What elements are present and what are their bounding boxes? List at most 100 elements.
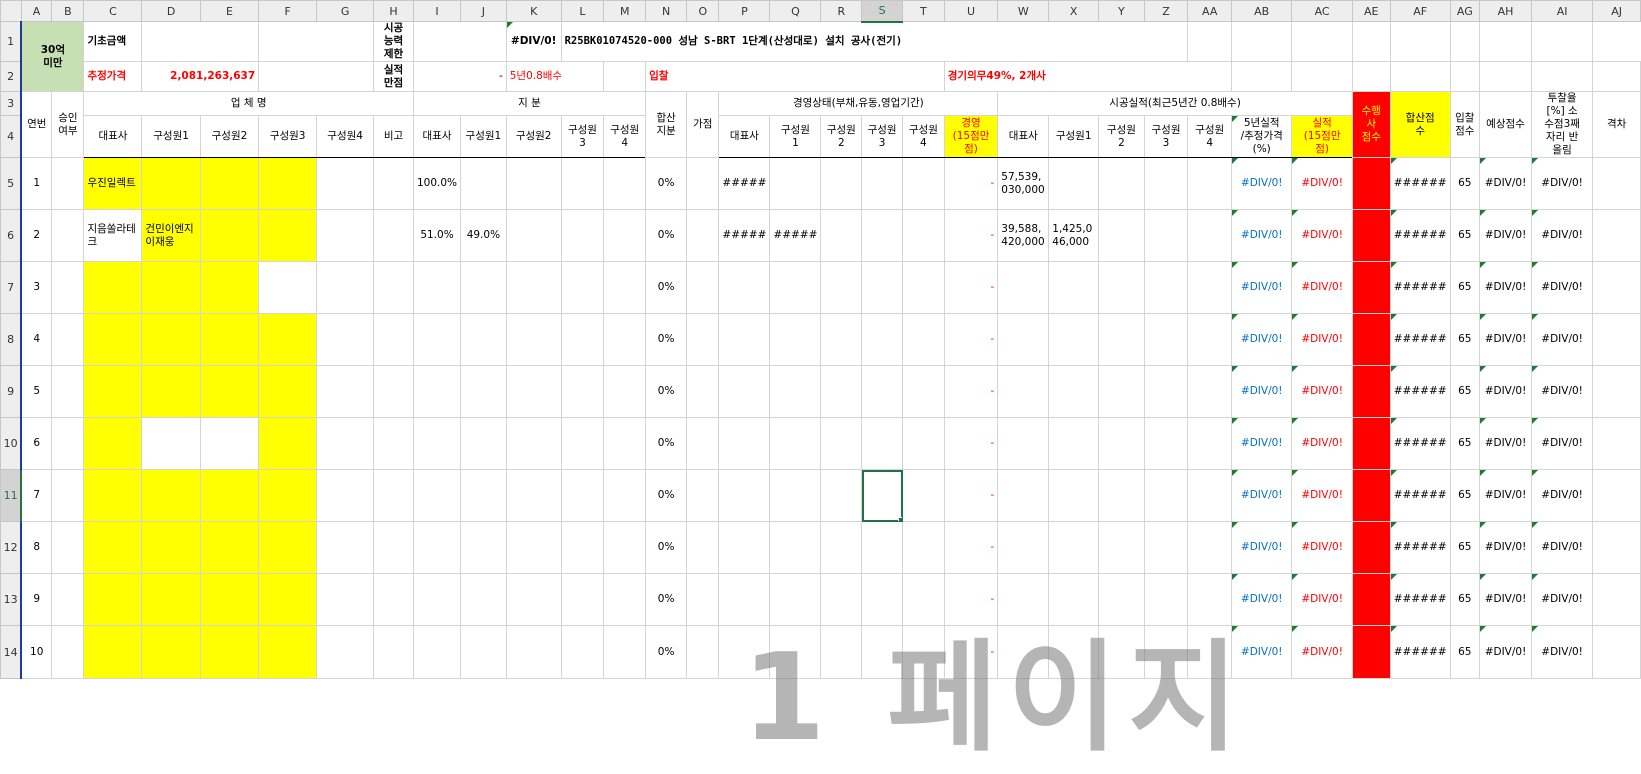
column-header-af[interactable]: AF: [1389, 0, 1451, 22]
pf-member3-cell[interactable]: [1143, 573, 1189, 626]
expected-score-cell[interactable]: #DIV/0!: [1479, 209, 1532, 262]
bonus-cell[interactable]: [686, 313, 720, 366]
bonus-cell[interactable]: [686, 417, 720, 470]
bonus-cell[interactable]: [686, 521, 720, 574]
row-header-11[interactable]: 11: [0, 469, 23, 522]
bonus-header[interactable]: 가점: [686, 91, 720, 158]
mg-member1-cell[interactable]: [769, 261, 822, 314]
column-header-o[interactable]: O: [686, 0, 720, 22]
expected-score-cell[interactable]: #DIV/0!: [1479, 365, 1532, 418]
pf-ratio-cell[interactable]: #DIV/0!: [1230, 209, 1293, 262]
member3-company-cell[interactable]: [258, 625, 318, 679]
note-cell[interactable]: [373, 261, 414, 314]
project-title[interactable]: R25BK01074520-000 성남 S-BRT 1단계(산성대로) 설치 …: [560, 21, 1189, 62]
mg-score-cell[interactable]: -: [943, 313, 999, 366]
mg-member2-cell[interactable]: [820, 313, 863, 366]
estimated-price-value[interactable]: 2,081,263,637: [141, 61, 260, 92]
share-member4-cell[interactable]: [603, 573, 647, 626]
member3-company-cell[interactable]: [258, 365, 318, 418]
cell-f1[interactable]: [258, 21, 375, 62]
share-member1-cell[interactable]: 49.0%: [460, 209, 507, 262]
bonus-cell[interactable]: [686, 469, 720, 522]
share-member3-cell[interactable]: [560, 521, 605, 574]
mg-member3-cell[interactable]: [861, 625, 903, 679]
cell[interactable]: [1351, 61, 1391, 92]
column-header-a[interactable]: A: [20, 0, 53, 22]
note-header[interactable]: 비고: [373, 115, 414, 158]
expected-score-cell[interactable]: #DIV/0!: [1479, 625, 1532, 679]
diff-cell[interactable]: [1592, 573, 1641, 626]
member4-company-cell[interactable]: [316, 573, 375, 626]
cell[interactable]: [1389, 61, 1451, 92]
member3-company-cell[interactable]: [258, 313, 318, 366]
row-header-6[interactable]: 6: [0, 209, 22, 262]
column-header-q[interactable]: Q: [769, 0, 822, 22]
sum-share-cell[interactable]: 0%: [645, 261, 688, 314]
cell[interactable]: [1530, 21, 1594, 62]
mg-score-cell[interactable]: -: [943, 469, 999, 522]
seq-cell[interactable]: 7: [20, 469, 53, 522]
share-member3-cell[interactable]: [560, 313, 605, 366]
share-member1-cell[interactable]: [460, 521, 507, 574]
rep-company-cell[interactable]: [83, 521, 143, 574]
rep-company-cell[interactable]: [83, 469, 143, 522]
member3-company-cell[interactable]: [258, 417, 318, 470]
member3-header[interactable]: 구성원3: [258, 115, 318, 158]
exec-score-cell[interactable]: [1351, 573, 1391, 626]
pf-ratio-header[interactable]: 5년실적/추정가격 (%): [1230, 115, 1293, 158]
cell[interactable]: [1291, 61, 1353, 92]
sum-score-cell[interactable]: ######: [1389, 625, 1451, 679]
column-header-j[interactable]: J: [460, 0, 507, 22]
mg-member4-cell[interactable]: [902, 261, 945, 314]
member2-company-cell[interactable]: [199, 209, 260, 262]
member4-company-cell[interactable]: [316, 625, 375, 679]
mg-member1-cell[interactable]: [769, 417, 822, 470]
sum-score-cell[interactable]: ######: [1389, 313, 1451, 366]
mg-score-cell[interactable]: -: [943, 417, 999, 470]
member2-company-cell[interactable]: [199, 313, 260, 366]
seq-cell[interactable]: 2: [20, 209, 53, 262]
expected-score-header[interactable]: 예상점수: [1479, 91, 1532, 158]
pf-rep-cell[interactable]: 57,539, 030,000: [997, 157, 1050, 210]
mg-member1-cell[interactable]: [769, 365, 822, 418]
row-header-9[interactable]: 9: [0, 365, 22, 418]
management-group-header[interactable]: 경영상태(부채,유동,영업기간): [718, 91, 999, 116]
share-member4-cell[interactable]: [603, 365, 647, 418]
pf-member4-cell[interactable]: [1187, 261, 1232, 314]
pf-member4-cell[interactable]: [1187, 573, 1232, 626]
cell[interactable]: [1479, 61, 1532, 92]
seq-cell[interactable]: 4: [20, 313, 53, 366]
sum-score-header[interactable]: 합산점 수: [1389, 91, 1451, 158]
mg-member3-cell[interactable]: [861, 521, 903, 574]
member1-company-cell[interactable]: [141, 625, 201, 679]
pf-member2-cell[interactable]: [1098, 365, 1145, 418]
row-header-7[interactable]: 7: [0, 261, 22, 314]
pf-member1-cell[interactable]: [1048, 573, 1100, 626]
mg-member4-cell[interactable]: [902, 313, 945, 366]
pf-ratio-cell[interactable]: #DIV/0!: [1230, 157, 1293, 210]
pf-member1-cell[interactable]: [1048, 261, 1100, 314]
bid-score-cell[interactable]: 65: [1449, 261, 1481, 314]
mg-rep-cell[interactable]: #####: [718, 157, 771, 210]
pf-rep-cell[interactable]: [997, 573, 1050, 626]
mg-rep-cell[interactable]: [718, 625, 771, 679]
mg-member2-cell[interactable]: [820, 521, 863, 574]
member4-company-cell[interactable]: [316, 417, 375, 470]
mg-member4-cell[interactable]: [902, 521, 945, 574]
bid-rate-cell[interactable]: #DIV/0!: [1530, 469, 1594, 522]
member4-company-cell[interactable]: [316, 261, 375, 314]
column-header-n[interactable]: N: [645, 0, 688, 22]
approval-header[interactable]: 승인 여부: [51, 91, 85, 158]
column-header-ae[interactable]: AE: [1351, 0, 1391, 22]
exec-score-cell[interactable]: [1351, 469, 1391, 522]
share-rep-cell[interactable]: [412, 261, 462, 314]
share-member4-cell[interactable]: [603, 313, 647, 366]
member3-company-cell[interactable]: [258, 521, 318, 574]
share-member3-cell[interactable]: [560, 625, 605, 679]
share-member1-cell[interactable]: [460, 261, 507, 314]
share-member2-cell[interactable]: [505, 625, 562, 679]
mg-member1-cell[interactable]: [769, 521, 822, 574]
share-member1-cell[interactable]: [460, 625, 507, 679]
share-member2-cell[interactable]: [505, 417, 562, 470]
rep-header[interactable]: 대표사: [83, 115, 143, 158]
